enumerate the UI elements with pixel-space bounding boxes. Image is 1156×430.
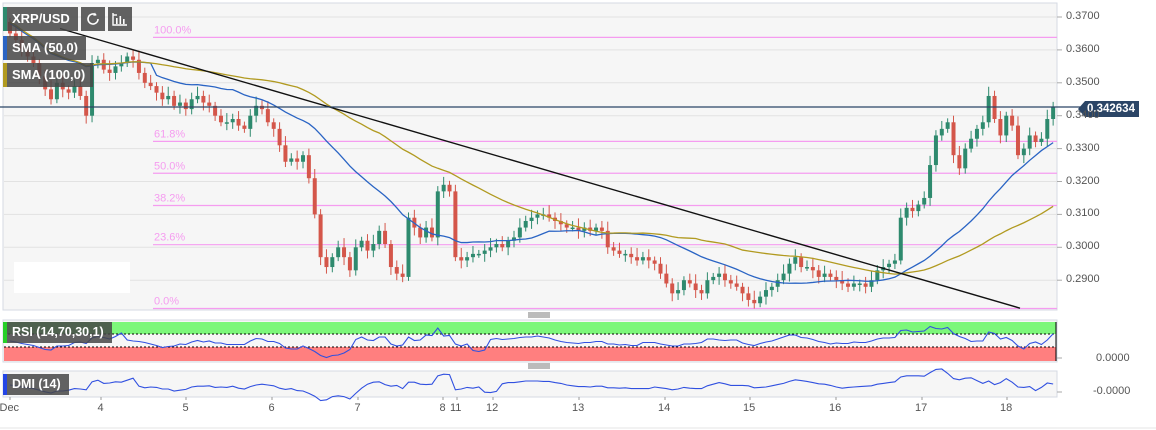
sma50-legend[interactable]: SMA (50,0) xyxy=(3,36,86,60)
dmi-label[interactable]: DMI (14) xyxy=(3,374,69,395)
price-tick-label: 0.3000 xyxy=(1066,240,1100,253)
sma100-color-bar xyxy=(3,63,7,87)
indicators-button[interactable] xyxy=(107,7,132,31)
rsi-legend[interactable]: RSI (14,70,30,1) xyxy=(3,322,112,343)
time-tick-label: 4 xyxy=(97,402,104,414)
price-tick-label: 0.3400 xyxy=(1066,108,1100,121)
price-tick-label: 0.3500 xyxy=(1066,75,1100,88)
dmi-axis-label: -0.0000 xyxy=(1093,385,1131,397)
time-tick-label: Dec xyxy=(0,402,20,414)
time-tick-label: 5 xyxy=(182,402,189,414)
refresh-button[interactable] xyxy=(80,7,105,31)
time-tick-label: 11 xyxy=(450,402,462,414)
time-tick-label: 14 xyxy=(658,402,671,414)
svg-text:38.2%: 38.2% xyxy=(154,193,185,205)
rsi-text: RSI (14,70,30,1) xyxy=(12,325,104,339)
time-tick-label: 7 xyxy=(354,402,361,414)
dmi-color-bar xyxy=(3,374,7,395)
sma100-text: SMA (100,0) xyxy=(12,67,86,82)
indicators-icon xyxy=(112,13,127,26)
blank-overlay xyxy=(14,262,130,293)
price-tick-label: 0.3700 xyxy=(1066,10,1100,22)
sma50-color-bar xyxy=(3,36,7,60)
time-tick-label: 15 xyxy=(743,402,756,414)
svg-text:61.8%: 61.8% xyxy=(154,128,185,140)
price-tick-label: 0.3100 xyxy=(1066,207,1100,220)
sma100-label[interactable]: SMA (100,0) xyxy=(3,63,94,87)
svg-text:100.0%: 100.0% xyxy=(154,24,192,36)
refresh-icon xyxy=(87,12,99,25)
time-tick-label: 8 xyxy=(439,402,446,414)
time-tick-label: 17 xyxy=(915,402,928,414)
symbol-text: XRP/USD xyxy=(12,11,70,26)
sma100-legend[interactable]: SMA (100,0) xyxy=(3,63,94,87)
price-tick-label: 0.3200 xyxy=(1066,174,1100,187)
time-tick-label: 12 xyxy=(486,402,499,414)
symbol-color-bar xyxy=(3,7,7,31)
rsi-label[interactable]: RSI (14,70,30,1) xyxy=(3,322,112,343)
time-tick-label: 13 xyxy=(572,402,585,414)
dmi-text: DMI (14) xyxy=(12,377,61,391)
time-tick-label: 18 xyxy=(1000,402,1013,414)
price-tick-label: 0.3600 xyxy=(1066,42,1100,55)
svg-text:23.6%: 23.6% xyxy=(154,232,185,244)
symbol-legend: XRP/USD xyxy=(3,7,132,31)
rsi-color-bar xyxy=(3,322,7,343)
time-tick-label: 16 xyxy=(829,402,842,414)
dmi-legend[interactable]: DMI (14) xyxy=(3,374,69,395)
sma50-label[interactable]: SMA (50,0) xyxy=(3,36,86,60)
symbol-label: XRP/USD xyxy=(3,7,78,31)
sma50-text: SMA (50,0) xyxy=(12,40,78,55)
current-price-tag: 0.342634 xyxy=(1078,101,1139,117)
time-tick-label: 6 xyxy=(268,402,275,414)
svg-text:0.0%: 0.0% xyxy=(154,295,179,307)
price-tick-label: 0.2900 xyxy=(1066,273,1100,286)
price-tick-label: 0.3300 xyxy=(1066,141,1100,154)
rsi-axis-label: 0.0000 xyxy=(1096,352,1130,364)
svg-text:50.0%: 50.0% xyxy=(154,160,185,172)
